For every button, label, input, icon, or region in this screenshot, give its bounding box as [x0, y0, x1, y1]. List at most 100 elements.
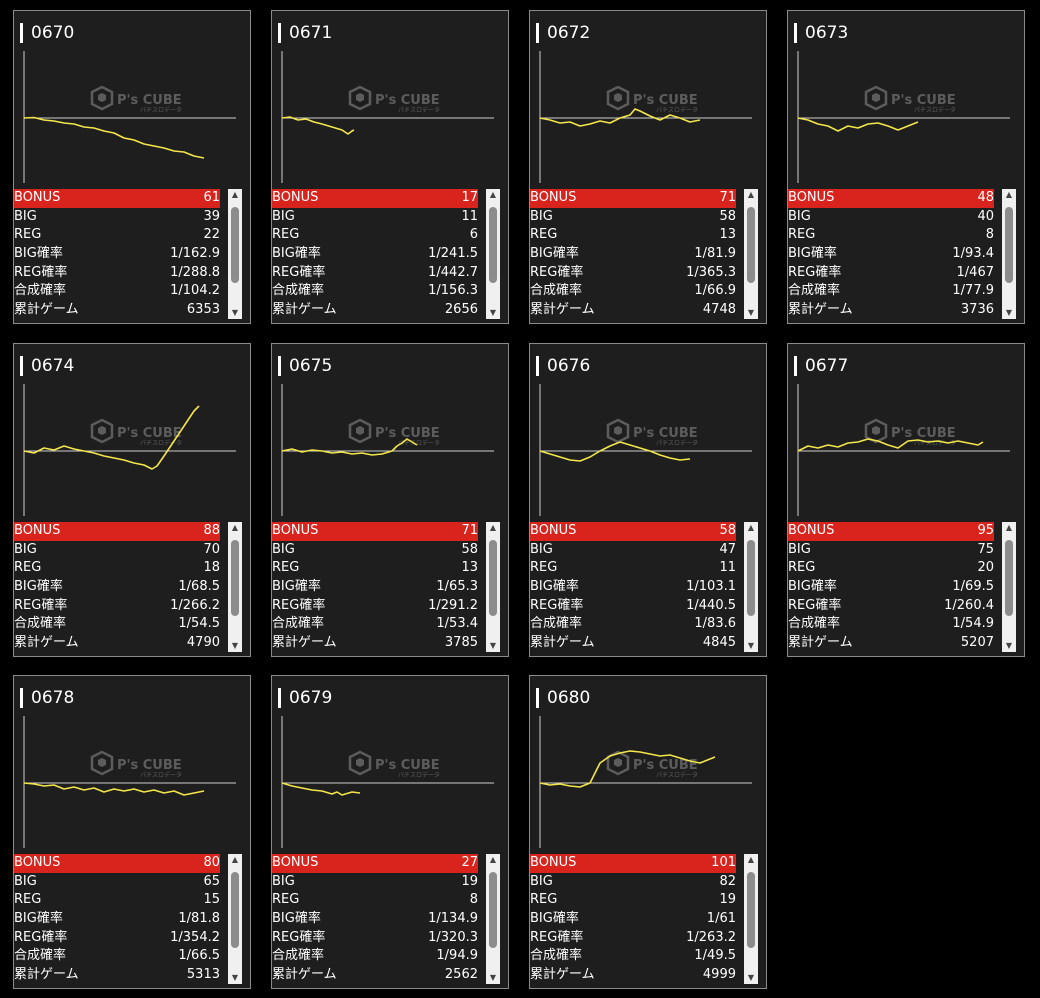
scroll-up-icon[interactable]: ▲ [747, 190, 755, 199]
scrollbar[interactable]: ▲ ▼ [486, 522, 500, 652]
stat-label: REG [272, 227, 300, 243]
slump-line [23, 405, 200, 470]
scroll-down-icon[interactable]: ▼ [231, 973, 239, 982]
stat-label: REG [530, 892, 558, 908]
scroll-down-icon[interactable]: ▼ [1005, 308, 1013, 317]
scroll-down-icon[interactable]: ▼ [489, 308, 497, 317]
scroll-down-icon[interactable]: ▼ [489, 641, 497, 650]
scroll-up-icon[interactable]: ▲ [231, 523, 239, 532]
stat-row-combined-rate: 合成確率 1/66.9 [530, 282, 736, 301]
machine-card-0674[interactable]: 0674 P's CUBE パチスロデータ BONUS 88 BIG 70 REG 1… [13, 343, 251, 657]
stat-row-combined-rate: 合成確率 1/83.6 [530, 615, 736, 634]
slump-line [539, 108, 701, 127]
scrollbar[interactable]: ▲ ▼ [486, 854, 500, 984]
scrollbar[interactable]: ▲ ▼ [1002, 522, 1016, 652]
stats-table: BONUS 88 BIG 70 REG 18 BIG確率 1/68.5 REG確率 1/2… [14, 522, 220, 653]
scrollbar[interactable]: ▲ ▼ [228, 854, 242, 984]
machine-card-0671[interactable]: 0671 P's CUBE パチスロデータ BONUS 17 BIG 11 REG 6… [271, 10, 509, 324]
scrollbar[interactable]: ▲ ▼ [228, 522, 242, 652]
stat-row-big-rate: BIG確率 1/134.9 [272, 910, 478, 929]
scroll-up-icon[interactable]: ▲ [1005, 190, 1013, 199]
cube-icon [90, 85, 114, 111]
scroll-up-icon[interactable]: ▲ [747, 523, 755, 532]
machine-card-0679[interactable]: 0679 P's CUBE パチスロデータ BONUS 27 BIG 19 REG 8… [271, 675, 509, 989]
scroll-thumb[interactable] [747, 872, 755, 948]
stat-value: 8 [469, 892, 478, 908]
stat-value: 1/365.3 [686, 264, 736, 280]
scrollbar[interactable]: ▲ ▼ [228, 189, 242, 319]
machine-card-0680[interactable]: 0680 P's CUBE パチスロデータ BONUS 101 BIG 82 REG… [529, 675, 767, 989]
scroll-up-icon[interactable]: ▲ [489, 855, 497, 864]
slump-graph: P's CUBE パチスロデータ [539, 51, 752, 183]
stat-value: 1/81.9 [694, 246, 736, 262]
scroll-down-icon[interactable]: ▼ [747, 641, 755, 650]
scroll-thumb[interactable] [231, 872, 239, 948]
scroll-up-icon[interactable]: ▲ [1005, 523, 1013, 532]
stat-value: 65 [203, 873, 220, 889]
scroll-down-icon[interactable]: ▼ [747, 308, 755, 317]
scroll-up-icon[interactable]: ▲ [489, 190, 497, 199]
machine-card-0676[interactable]: 0676 P's CUBE パチスロデータ BONUS 58 BIG 47 REG 1… [529, 343, 767, 657]
watermark-tagline: パチスロデータ [140, 771, 182, 779]
scroll-down-icon[interactable]: ▼ [231, 308, 239, 317]
scroll-up-icon[interactable]: ▲ [747, 855, 755, 864]
watermark-tagline: パチスロデータ [914, 106, 956, 114]
title-accent [20, 688, 23, 708]
machine-card-0673[interactable]: 0673 P's CUBE パチスロデータ BONUS 48 BIG 40 REG 8… [787, 10, 1025, 324]
scroll-thumb[interactable] [231, 207, 239, 283]
title-accent [536, 23, 539, 43]
watermark-logo: P's CUBE パチスロデータ [348, 85, 440, 114]
scroll-up-icon[interactable]: ▲ [231, 855, 239, 864]
machine-card-0677[interactable]: 0677 P's CUBE パチスロデータ BONUS 95 BIG 75 REG 2… [787, 343, 1025, 657]
stat-row-big-rate: BIG確率 1/93.4 [788, 245, 994, 264]
stat-label: REG確率 [788, 264, 842, 280]
scroll-thumb[interactable] [1005, 540, 1013, 616]
stat-value: 70 [203, 541, 220, 557]
watermark-text: P's CUBE [375, 93, 440, 108]
scroll-thumb[interactable] [489, 540, 497, 616]
stat-row-big-rate: BIG確率 1/61 [530, 910, 736, 929]
machine-card-0675[interactable]: 0675 P's CUBE パチスロデータ BONUS 71 BIG 58 REG 1… [271, 343, 509, 657]
scroll-thumb[interactable] [231, 540, 239, 616]
scroll-thumb[interactable] [1005, 207, 1013, 283]
machine-card-0670[interactable]: 0670 P's CUBE パチスロデータ BONUS 61 BIG 39 REG 2… [13, 10, 251, 324]
machine-card-0678[interactable]: 0678 P's CUBE パチスロデータ BONUS 80 BIG 65 REG 1… [13, 675, 251, 989]
slump-graph: P's CUBE パチスロデータ [281, 716, 494, 848]
stat-value: 75 [977, 541, 994, 557]
scroll-up-icon[interactable]: ▲ [489, 523, 497, 532]
scroll-down-icon[interactable]: ▼ [231, 641, 239, 650]
watermark-text: P's CUBE [633, 758, 698, 773]
stat-value: 61 [203, 190, 220, 205]
scroll-up-icon[interactable]: ▲ [231, 190, 239, 199]
watermark-text: P's CUBE [117, 758, 182, 773]
scroll-down-icon[interactable]: ▼ [489, 973, 497, 982]
stat-row-combined-rate: 合成確率 1/54.5 [14, 615, 220, 634]
scroll-thumb[interactable] [489, 872, 497, 948]
stat-row-reg: REG 22 [14, 226, 220, 245]
stat-label: 合成確率 [272, 283, 325, 299]
stat-value: 1/467 [956, 264, 994, 280]
stats-table: BONUS 61 BIG 39 REG 22 BIG確率 1/162.9 REG確率 1/… [14, 189, 220, 320]
stat-value: 11 [719, 560, 736, 576]
stat-label: BIG [14, 208, 37, 224]
scroll-thumb[interactable] [489, 207, 497, 283]
stat-value: 1/320.3 [428, 929, 478, 945]
scroll-thumb[interactable] [747, 540, 755, 616]
scroll-thumb[interactable] [747, 207, 755, 283]
cube-icon [90, 750, 114, 776]
scroll-down-icon[interactable]: ▼ [747, 973, 755, 982]
stat-label: REG確率 [272, 597, 326, 613]
stat-label: BIG [14, 541, 37, 557]
scrollbar[interactable]: ▲ ▼ [744, 189, 758, 319]
scrollbar[interactable]: ▲ ▼ [1002, 189, 1016, 319]
stat-label: BONUS [788, 523, 835, 538]
stat-row-big: BIG 58 [272, 541, 478, 560]
machine-card-0672[interactable]: 0672 P's CUBE パチスロデータ BONUS 71 BIG 58 REG 1… [529, 10, 767, 324]
scrollbar[interactable]: ▲ ▼ [486, 189, 500, 319]
scrollbar[interactable]: ▲ ▼ [744, 854, 758, 984]
scrollbar[interactable]: ▲ ▼ [744, 522, 758, 652]
scroll-down-icon[interactable]: ▼ [1005, 641, 1013, 650]
stat-label: REG [530, 227, 558, 243]
stat-row-combined-rate: 合成確率 1/53.4 [272, 615, 478, 634]
stat-label: 累計ゲーム [788, 635, 853, 651]
